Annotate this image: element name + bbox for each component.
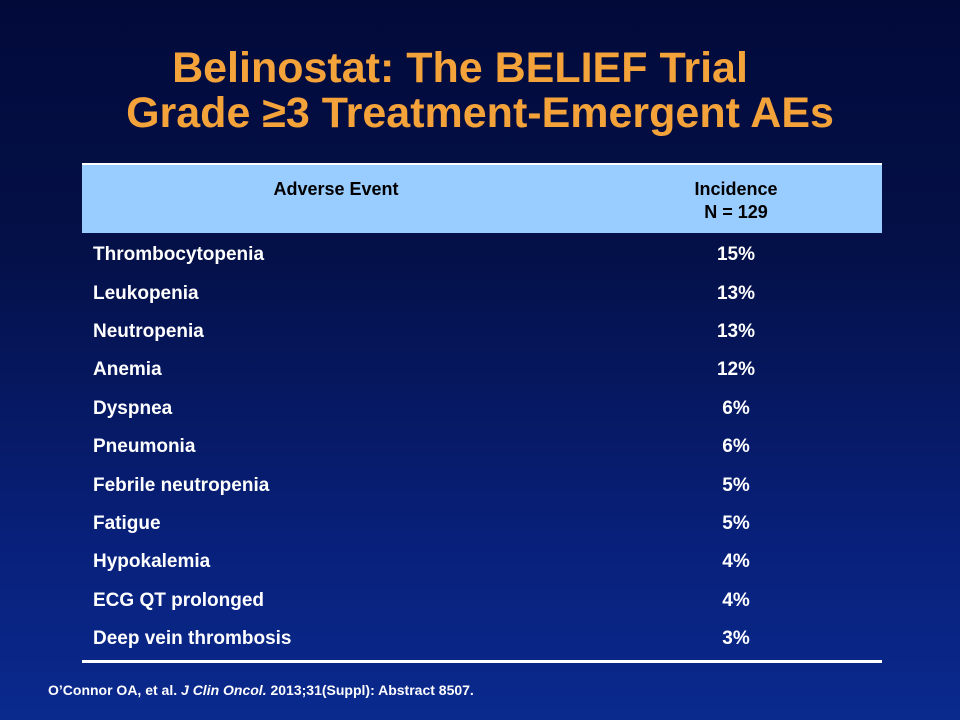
header-n-label: N = 129 — [704, 202, 768, 222]
row-event: Thrombocytopenia — [93, 244, 265, 266]
slide-title: Belinostat: The BELIEF Trial Grade ≥3 Tr… — [0, 46, 960, 136]
row-incidence: 5% — [722, 474, 750, 496]
table-row: Fatigue 5% — [82, 505, 882, 543]
row-event: Deep vein thrombosis — [93, 628, 292, 650]
row-incidence: 4% — [722, 551, 750, 573]
citation-details: 2013;31(Suppl): Abstract 8507. — [266, 682, 474, 698]
table-row: Dyspnea 6% — [82, 390, 882, 428]
row-event: Pneumonia — [93, 436, 196, 458]
table-row: ECG QT prolonged 4% — [82, 582, 882, 620]
row-event: Anemia — [93, 359, 162, 381]
citation-authors: O’Connor OA, et al. — [48, 682, 182, 698]
header-incidence-label: Incidence — [694, 179, 778, 199]
table-row: Anemia 12% — [82, 351, 882, 389]
table-row: Pneumonia 6% — [82, 428, 882, 466]
adverse-events-table: Adverse Event Incidence N = 129 Thromboc… — [82, 163, 882, 664]
table-row: Hypokalemia 4% — [82, 543, 882, 581]
row-event: Fatigue — [93, 512, 161, 534]
row-incidence: 13% — [716, 282, 756, 304]
row-event: Leukopenia — [93, 282, 199, 304]
table-row: Neutropenia 13% — [82, 313, 882, 351]
citation: O’Connor OA, et al. J Clin Oncol. 2013;3… — [48, 682, 474, 698]
table-row: Deep vein thrombosis 3% — [82, 620, 882, 658]
row-event: Dyspnea — [93, 397, 173, 419]
row-event: Hypokalemia — [93, 551, 211, 573]
table-row: Febrile neutropenia 5% — [82, 466, 882, 504]
table-bottom-rule — [82, 660, 882, 664]
table-row: Leukopenia 13% — [82, 274, 882, 312]
row-incidence: 6% — [722, 436, 750, 458]
header-incidence: Incidence N = 129 — [590, 165, 882, 233]
row-event: Febrile neutropenia — [93, 474, 270, 496]
row-incidence: 13% — [716, 320, 756, 342]
row-event: ECG QT prolonged — [93, 589, 264, 611]
table-row: Thrombocytopenia 15% — [82, 236, 882, 274]
row-incidence: 12% — [716, 359, 756, 381]
row-incidence: 3% — [722, 628, 750, 650]
table-top-rule — [82, 163, 882, 165]
table-body: Thrombocytopenia 15% Leukopenia 13% Neut… — [82, 233, 882, 658]
header-adverse-event: Adverse Event — [273, 179, 399, 199]
row-incidence: 4% — [722, 589, 750, 611]
citation-journal: J Clin Oncol. — [181, 682, 267, 698]
row-incidence: 5% — [722, 512, 750, 534]
row-event: Neutropenia — [93, 320, 204, 342]
row-incidence: 15% — [716, 244, 756, 266]
slide-title-line-1: Belinostat: The BELIEF Trial — [172, 44, 748, 92]
row-incidence: 6% — [722, 397, 750, 419]
slide-title-line-2: Grade ≥3 Treatment-Emergent AEs — [126, 89, 834, 137]
table-header: Adverse Event Incidence N = 129 — [82, 165, 882, 233]
